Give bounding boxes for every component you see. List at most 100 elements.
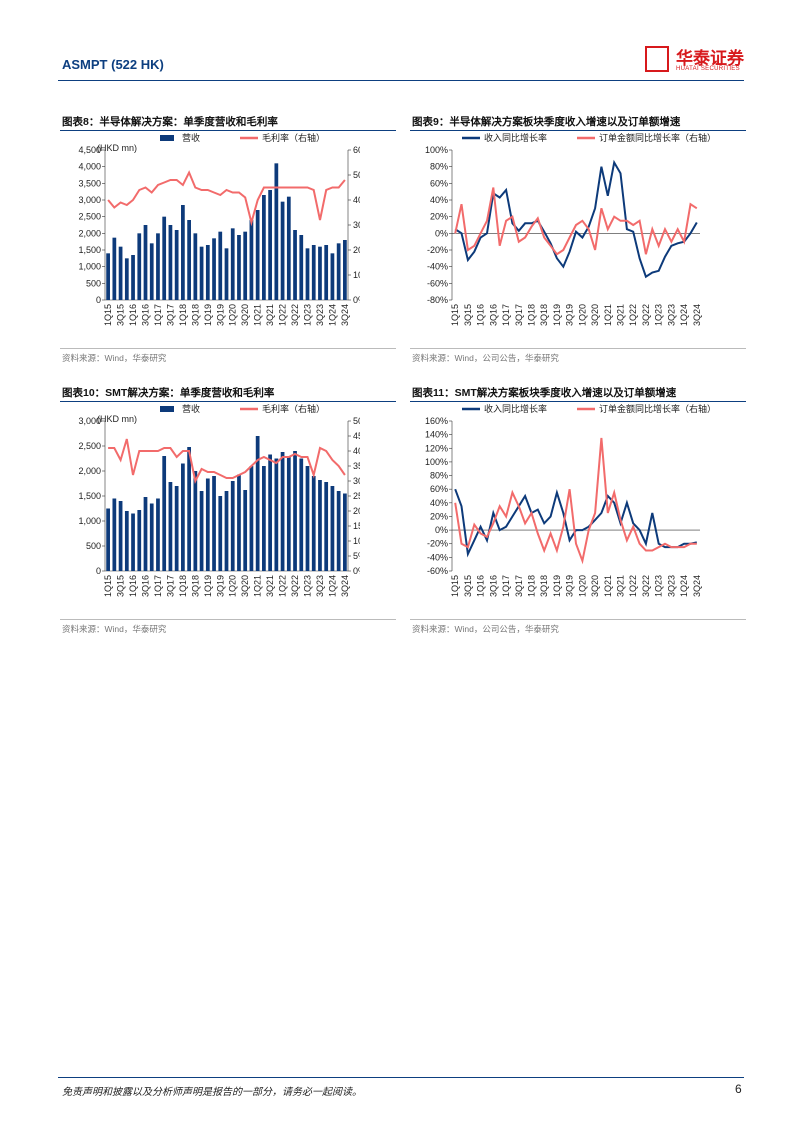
bar	[143, 225, 148, 300]
tick-label: 60%	[353, 145, 360, 155]
x-tick-label: 3Q20	[590, 575, 600, 597]
bar	[280, 452, 285, 571]
bar	[255, 210, 260, 300]
legend-label: 订单金额同比增长率（右轴）	[599, 132, 710, 143]
tick-label: 140%	[425, 430, 448, 440]
bar	[149, 503, 154, 571]
bar	[274, 163, 279, 300]
x-tick-label: 3Q18	[539, 575, 549, 597]
tick-label: 20%	[353, 506, 360, 516]
tick-label: 160%	[425, 416, 448, 426]
bar	[212, 238, 216, 300]
x-tick-label: 1Q15	[450, 575, 460, 597]
tick-label: 0%	[353, 566, 360, 576]
x-tick-label: 1Q20	[577, 575, 587, 597]
bar	[143, 497, 148, 571]
x-tick-label: 3Q23	[666, 304, 676, 326]
bar	[118, 246, 123, 300]
bar	[230, 228, 235, 300]
series-line	[454, 437, 697, 565]
bar	[243, 231, 248, 300]
x-tick-label: 1Q15	[103, 304, 113, 326]
bar	[280, 201, 285, 300]
bar	[305, 248, 310, 300]
bar	[224, 248, 229, 300]
legend-swatch	[160, 406, 174, 412]
tick-label: 40%	[353, 195, 360, 205]
bar	[318, 480, 322, 571]
source-rule	[60, 348, 396, 349]
bar	[336, 491, 341, 571]
bar	[249, 220, 254, 300]
tick-label: 0	[96, 295, 101, 305]
x-tick-label: 1Q16	[476, 304, 486, 326]
x-tick-label: 1Q18	[178, 304, 188, 326]
bar	[311, 245, 316, 300]
figure-source: 资料来源：Wind，公司公告，华泰研究	[412, 353, 559, 363]
tick-label: 30%	[353, 476, 360, 486]
tick-label: 2,500	[78, 212, 101, 222]
bar	[343, 240, 347, 300]
figure-title: 图表8：半导体解决方案：单季度营收和毛利率	[62, 116, 278, 128]
bar	[237, 474, 241, 571]
x-tick-label: 3Q19	[215, 575, 225, 597]
tick-label: 0%	[435, 525, 448, 535]
x-tick-label: 1Q20	[228, 575, 238, 597]
source-rule	[410, 348, 746, 349]
chart: 0 500 1,000 1,500 2,000 2,500 3,000 3,500 4,000 4…	[78, 132, 360, 326]
bar	[293, 451, 297, 571]
x-tick-label: 3Q17	[514, 575, 524, 597]
header-title: ASMPT (522 HK)	[62, 57, 164, 72]
x-tick-label: 3Q22	[641, 304, 651, 326]
tick-label: 5%	[353, 551, 360, 561]
x-tick-label: 3Q22	[641, 575, 651, 597]
tick-label: 1,000	[78, 516, 101, 526]
x-tick-label: 3Q21	[616, 575, 626, 597]
tick-label: 3,500	[78, 178, 101, 188]
bar	[193, 233, 198, 300]
bar	[156, 233, 160, 300]
bar	[131, 513, 135, 571]
bar	[131, 255, 135, 300]
figure-rule	[410, 401, 746, 402]
bar	[330, 486, 335, 571]
tick-label: 50%	[353, 170, 360, 180]
x-tick-label: 3Q23	[666, 575, 676, 597]
legend-label: 收入同比增长率	[484, 403, 547, 414]
bar	[187, 220, 191, 300]
x-tick-label: 3Q15	[463, 304, 473, 326]
disclaimer: 免责声明和披露以及分析师声明是报告的一部分，请务必一起阅读。	[62, 1087, 362, 1098]
bar	[286, 196, 291, 300]
tick-label: 100%	[425, 457, 448, 467]
x-tick-label: 1Q19	[552, 304, 562, 326]
x-tick-label: 1Q16	[476, 575, 486, 597]
x-tick-label: 1Q23	[654, 304, 664, 326]
bar	[343, 493, 347, 571]
bar	[124, 258, 129, 300]
tick-label: -20%	[427, 245, 448, 255]
x-tick-label: 3Q20	[240, 575, 250, 597]
bar	[168, 482, 173, 571]
tick-label: 20%	[353, 245, 360, 255]
x-tick-label: 3Q20	[240, 304, 250, 326]
x-tick-label: 1Q21	[603, 304, 613, 326]
bar	[187, 447, 191, 571]
x-tick-label: 3Q16	[488, 575, 498, 597]
bar	[106, 508, 110, 571]
header-rule	[58, 80, 744, 81]
figure-rule	[60, 130, 396, 131]
x-tick-label: 1Q16	[128, 304, 138, 326]
bar	[243, 490, 248, 571]
tick-label: -20%	[427, 539, 448, 549]
x-tick-label: 3Q22	[290, 304, 300, 326]
tick-label: 2,000	[78, 228, 101, 238]
series-line	[107, 170, 346, 227]
bar	[249, 466, 254, 571]
tick-label: 20%	[430, 212, 448, 222]
x-tick-label: 1Q24	[327, 304, 337, 326]
x-tick-label: 3Q18	[539, 304, 549, 326]
x-tick-label: 1Q19	[203, 575, 213, 597]
tick-label: 35%	[353, 461, 360, 471]
bar	[274, 458, 279, 571]
